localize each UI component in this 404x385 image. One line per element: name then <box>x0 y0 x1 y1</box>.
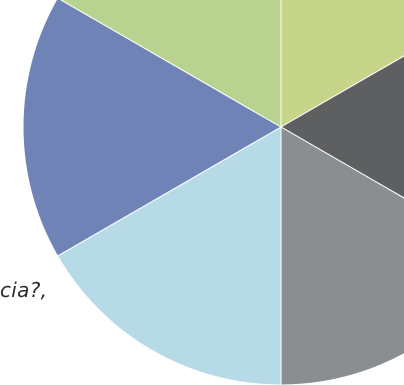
pie-slice-2 <box>279 55 404 199</box>
pie-slice-1 <box>280 0 404 128</box>
pie-slice-6 <box>60 0 282 128</box>
partial-question-text: cia?, <box>0 278 48 302</box>
pie-slice-4 <box>56 126 282 385</box>
pie-slice-3 <box>280 126 404 385</box>
pie-slice-5 <box>22 0 283 257</box>
